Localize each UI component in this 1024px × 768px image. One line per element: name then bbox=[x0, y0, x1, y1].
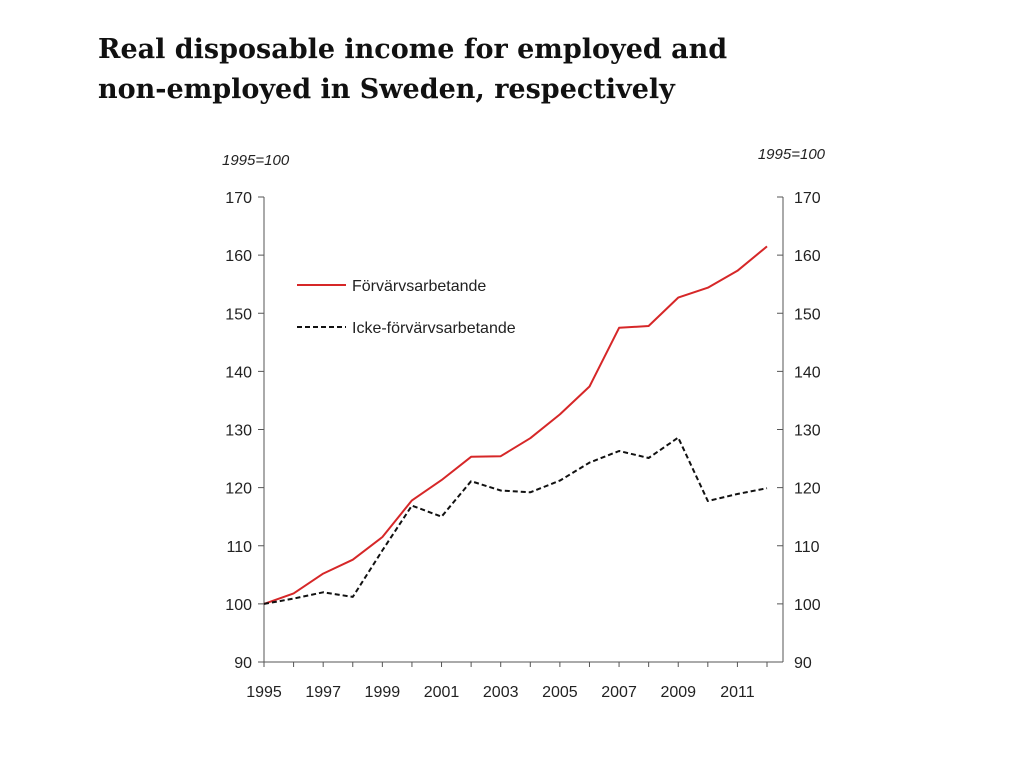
right-y-tick-label: 150 bbox=[794, 306, 821, 323]
slide-title: Real disposable income for employed and … bbox=[98, 30, 858, 110]
series-line-non-employed bbox=[263, 436, 768, 605]
left-y-tick-label: 120 bbox=[225, 481, 252, 498]
right-y-tick-label: 130 bbox=[794, 423, 821, 440]
left-y-tick-label: 110 bbox=[226, 539, 252, 556]
left-y-tick-label: 150 bbox=[225, 306, 252, 323]
left-y-tick-label: 90 bbox=[234, 655, 252, 672]
series-line-employed bbox=[263, 245, 768, 605]
legend-label: Icke-förvärvsarbetande bbox=[352, 320, 516, 337]
chart-series bbox=[263, 245, 768, 605]
slide-title-line2: non-employed in Sweden, respectively bbox=[98, 74, 675, 105]
x-tick-label: 1999 bbox=[365, 684, 401, 701]
left-y-tick-label: 140 bbox=[225, 364, 252, 381]
right-y-tick-label: 170 bbox=[794, 190, 821, 207]
chart-axes: 90 90 100 100 110 110 120 120 130 130 140 140 150 150… bbox=[225, 190, 821, 701]
left-y-tick-label: 170 bbox=[225, 190, 252, 207]
left-y-tick-label: 160 bbox=[225, 248, 252, 265]
x-tick-label: 1997 bbox=[305, 684, 341, 701]
left-y-tick-label: 130 bbox=[225, 423, 252, 440]
chart-legend: Förvärvsarbetande Icke-förvärvsarbetande bbox=[297, 278, 516, 337]
right-y-tick-label: 110 bbox=[794, 539, 820, 556]
left-axis-unit-label: 1995=100 bbox=[222, 152, 290, 169]
x-tick-label: 1995 bbox=[246, 684, 282, 701]
x-tick-label: 2001 bbox=[424, 684, 460, 701]
right-axis-unit-label: 1995=100 bbox=[758, 146, 826, 163]
slide-title-line1: Real disposable income for employed and bbox=[98, 34, 728, 65]
right-y-tick-label: 100 bbox=[794, 597, 821, 614]
x-tick-label: 2007 bbox=[601, 684, 637, 701]
right-y-tick-label: 90 bbox=[794, 655, 812, 672]
legend-label: Förvärvsarbetande bbox=[352, 278, 486, 295]
right-y-tick-label: 120 bbox=[794, 481, 821, 498]
x-tick-label: 2009 bbox=[660, 684, 696, 701]
x-tick-label: 2003 bbox=[483, 684, 519, 701]
x-tick-label: 2005 bbox=[542, 684, 578, 701]
x-tick-label: 2011 bbox=[720, 684, 755, 701]
right-y-tick-label: 160 bbox=[794, 248, 821, 265]
left-y-tick-label: 100 bbox=[225, 597, 252, 614]
right-y-tick-label: 140 bbox=[794, 364, 821, 381]
